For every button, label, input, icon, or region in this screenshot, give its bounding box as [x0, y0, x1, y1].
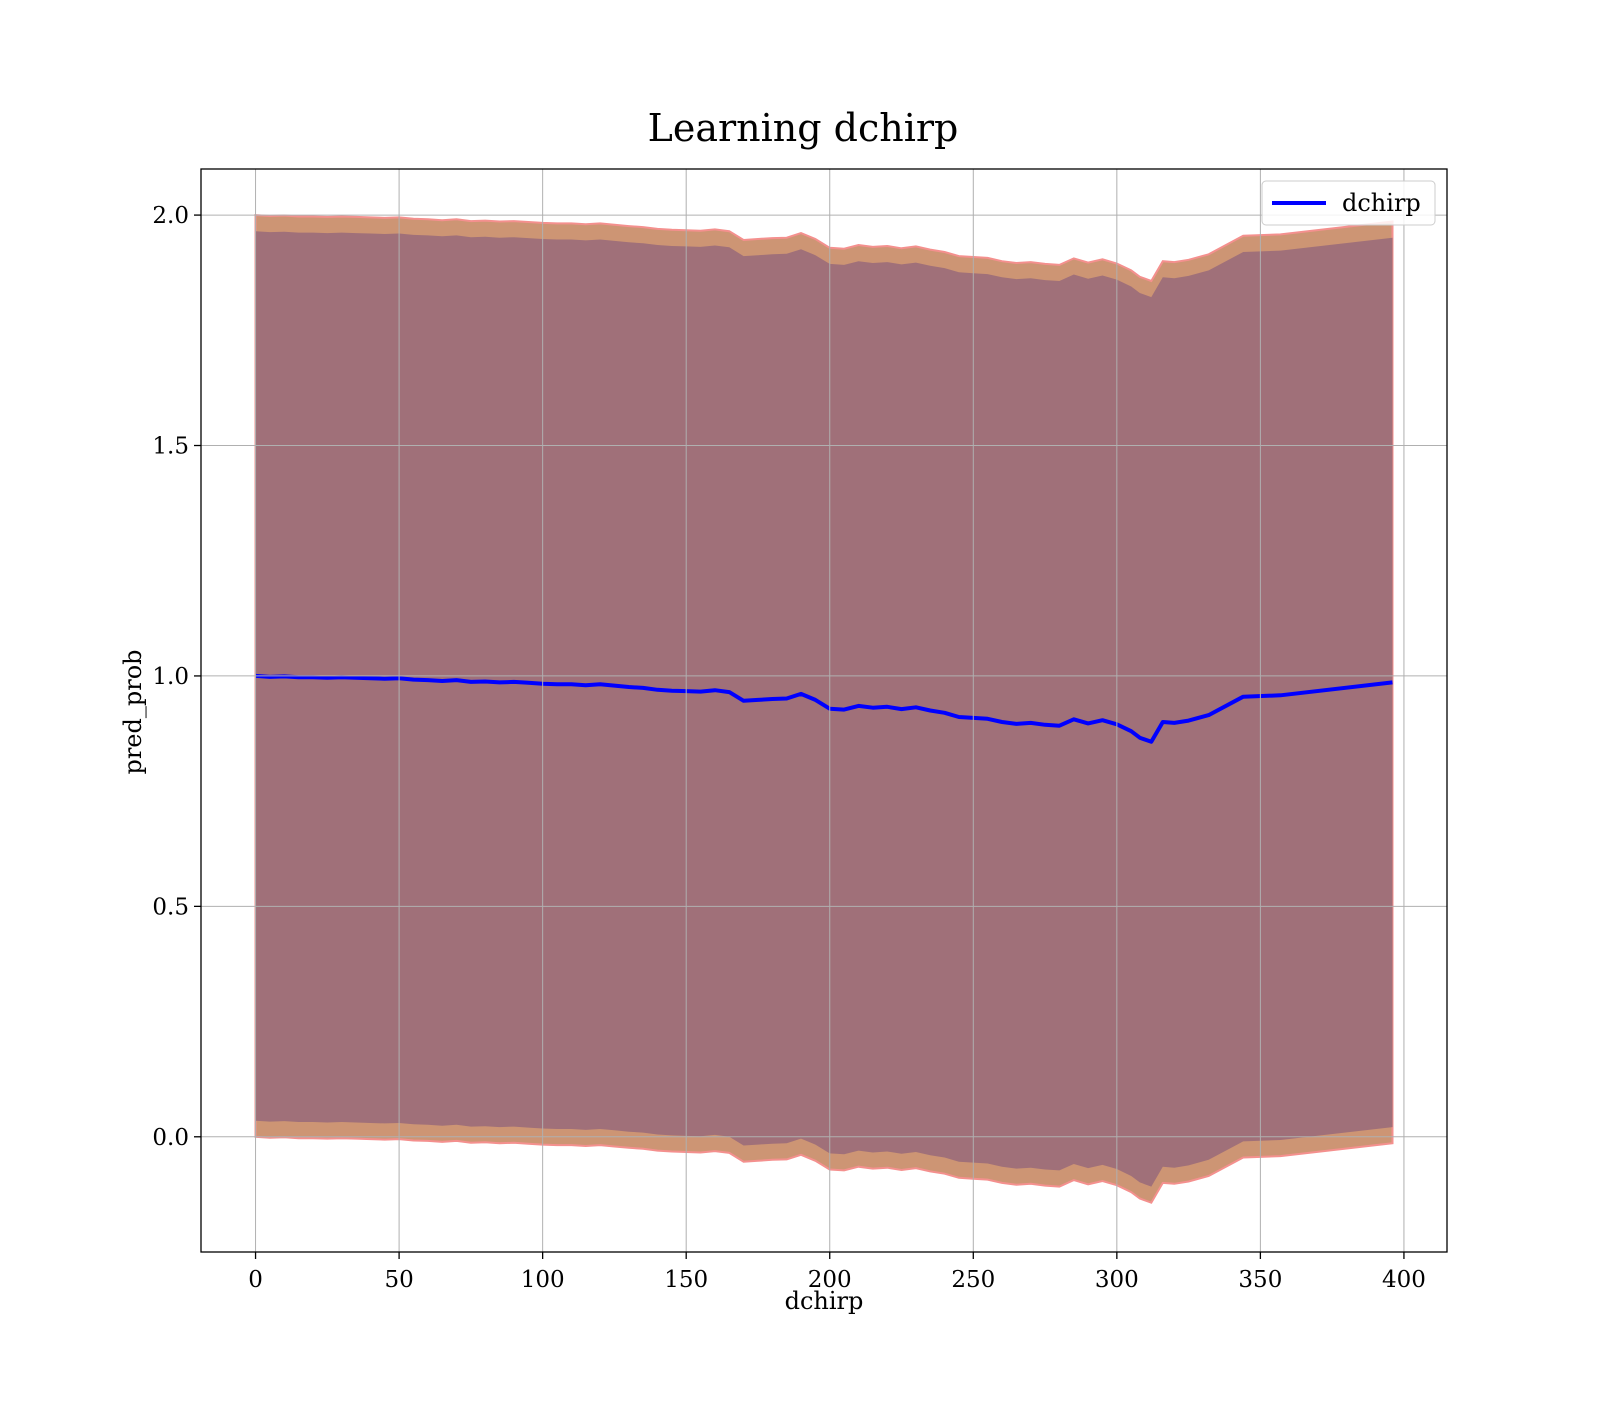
inner-confidence-band: [255, 231, 1393, 1187]
legend: dchirp: [1261, 180, 1436, 226]
chart-title: Learning dchirp: [648, 106, 959, 150]
y-tick-label: 2.0: [152, 203, 189, 229]
x-tick-label: 300: [1095, 1267, 1139, 1293]
series-line-dchirp: [255, 673, 1393, 744]
y-tick-label: 1.0: [152, 664, 189, 690]
y-tick-label: 0.0: [152, 1125, 189, 1151]
legend-box: [1261, 180, 1436, 226]
y-axis-label: pred_prob: [119, 649, 147, 774]
x-tick-label: 100: [521, 1267, 565, 1293]
x-tick-label: 350: [1238, 1267, 1282, 1293]
x-axis-label: dchirp: [785, 1287, 864, 1315]
axis-ticks: 0 50 100 150 200 250 300 350 400 0.0 0.5 1.0 1.5 2.0: [152, 203, 1425, 1293]
grid: [201, 169, 1447, 1252]
y-tick-label: 0.5: [152, 894, 189, 920]
x-tick-label: 250: [951, 1267, 995, 1293]
legend-label: dchirp: [1342, 189, 1421, 217]
plot-area: [254, 214, 1394, 1204]
axes-frame: [200, 168, 1448, 1253]
y-tick-label: 1.5: [152, 434, 189, 460]
x-tick-label: 0: [248, 1267, 263, 1293]
x-tick-label: 200: [808, 1267, 852, 1293]
x-tick-label: 150: [664, 1267, 708, 1293]
x-tick-label: 400: [1382, 1267, 1426, 1293]
x-tick-label: 50: [384, 1267, 413, 1293]
